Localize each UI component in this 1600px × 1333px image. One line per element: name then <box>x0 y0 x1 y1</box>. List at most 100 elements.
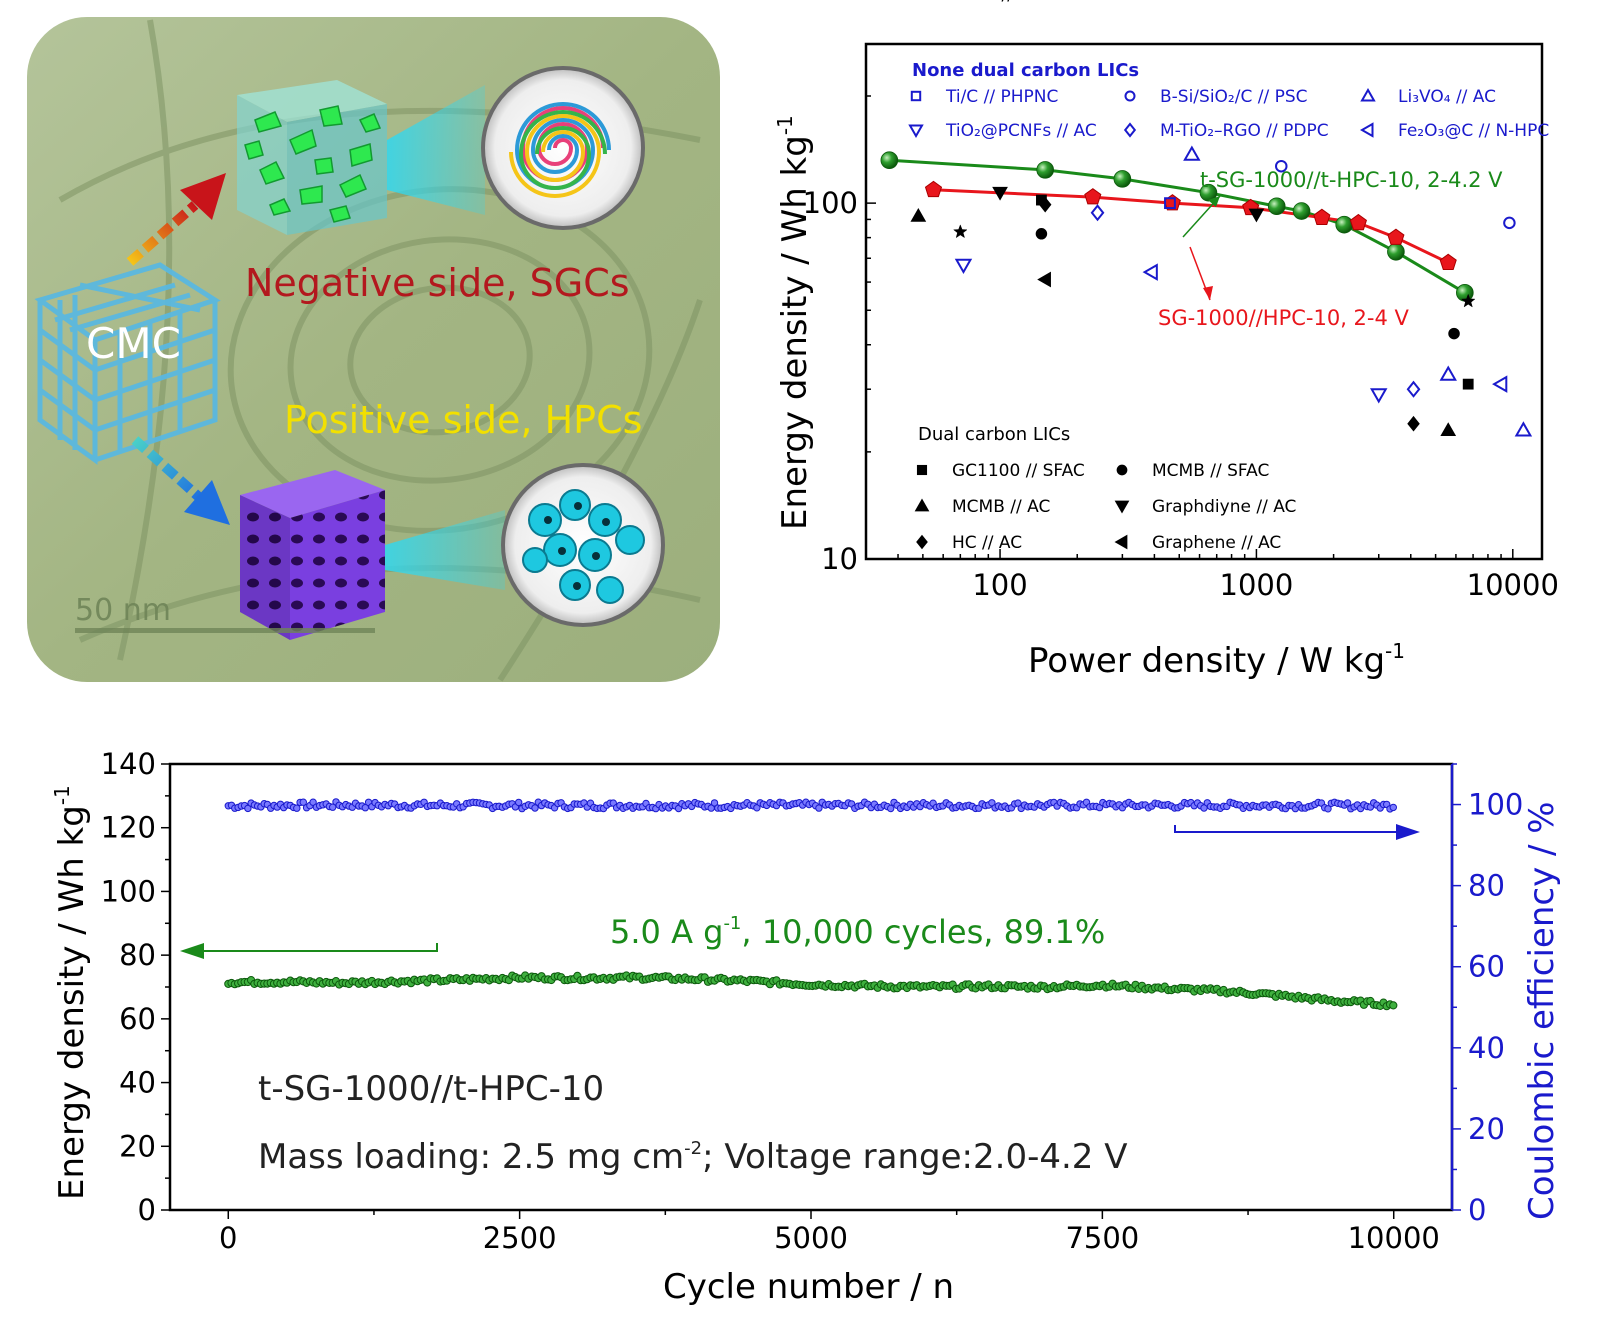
legend-label: B-Si/SiO₂/C // PSC <box>1160 87 1308 107</box>
coulombic-efficiency-point <box>515 798 523 807</box>
legend-label: Ti/C // PHPNC <box>945 87 1058 107</box>
legend-marker <box>910 90 922 102</box>
data-point-hc-ac <box>1038 196 1052 213</box>
negative-side-label: Negative side, SGCs <box>245 261 630 305</box>
ragone-plot-frame <box>864 42 1544 561</box>
data-point-pgcs-ac <box>1460 293 1476 308</box>
data-point-mcmb-sfac <box>1035 228 1048 240</box>
data-point-sg-1000-hpc-10-2-4-v <box>1439 253 1457 270</box>
coulombic-efficiency-point <box>887 804 895 813</box>
cycling-right-y-tick-label: 80 <box>1468 869 1505 903</box>
coulombic-efficiency-point <box>1014 799 1022 807</box>
negative-cube <box>237 80 387 235</box>
legend-marker <box>1360 87 1376 102</box>
coulombic-efficiency-series <box>224 798 1398 813</box>
ragone-markers <box>880 145 1533 437</box>
ragone-x-axis-label: Power density / W kg-1 <box>1028 639 1405 681</box>
cycling-condition-label: 5.0 A g-1, 10,000 cycles, 89.1% <box>610 913 1105 951</box>
cycling-left-y-axis-label: Energy density / Wh kg-1 <box>50 785 92 1200</box>
energy-density-point <box>1389 1001 1398 1010</box>
data-point-m-tio-rgo-pdpc <box>1090 204 1105 222</box>
cycling-left-y-tick-label: 120 <box>101 811 156 845</box>
coulombic-efficiency-point <box>299 798 307 806</box>
data-point-sg-1000-hpc-10-2-4-v <box>924 180 943 198</box>
cycling-right-y-tick-label: 20 <box>1468 1112 1505 1146</box>
data-point-t-sg-1000-t-hpc-10-2-4-2-v <box>1456 283 1474 302</box>
legend-label: Graphene // AC <box>1152 533 1281 553</box>
data-point-t-sg-1000-t-hpc-10-2-4-2-v <box>1113 170 1132 188</box>
legend-marker <box>916 534 928 550</box>
scale-label: 50 nm <box>75 593 171 628</box>
positive-zoom-lens <box>385 463 665 627</box>
cycling-plot: 0 2500 5000 7500 10000 0 20 40 60 80 100 120 140 0 20 4… <box>50 747 1562 1307</box>
data-point-t-sg-1000-t-hpc-10-2-4-2-v <box>1292 202 1311 220</box>
positive-cube <box>240 470 385 640</box>
ragone-y-axis-label: Energy density / Wh kg-1 <box>773 115 815 530</box>
ragone-y-tick-label: 10 <box>821 542 858 576</box>
data-point-t-sg-1000-t-hpc-10-2-4-2-v <box>1199 183 1218 202</box>
legend-label: MCMB // AC <box>952 497 1050 517</box>
data-point-mcmb-ac <box>910 208 927 222</box>
legend-marker <box>1114 534 1128 550</box>
data-point-t-sg-1000-t-hpc-10-2-4-2-v <box>1335 215 1354 234</box>
data-point-mcmb-ac <box>1440 422 1457 437</box>
data-point-tio-pcnfs-ac <box>954 258 973 275</box>
cycling-left-y-tick-label: 140 <box>101 747 156 781</box>
cycling-x-tick-label: 5000 <box>774 1221 848 1255</box>
ragone-x-tick-label: 1000 <box>1220 568 1294 602</box>
legend-title-dual: Dual carbon LICs <box>918 424 1070 445</box>
arrow-to-negative <box>126 173 226 266</box>
data-point-b-si-sio-c-psc <box>1275 159 1288 173</box>
data-point-m-tio-rgo-pdpc <box>1406 380 1421 398</box>
legend-label: Graphdiyne // AC <box>1152 497 1296 517</box>
cycling-left-y-tick-label: 20 <box>119 1129 156 1163</box>
data-point-sg-1000-hpc-10-2-4-v <box>1313 208 1331 225</box>
ragone-y-tick-label: 100 <box>803 186 858 220</box>
coulombic-efficiency-point <box>244 804 252 813</box>
cycling-right-y-tick-label: 40 <box>1468 1031 1505 1065</box>
right-axis-arrow <box>1174 824 1420 840</box>
cycling-left-y-tick-label: 100 <box>101 874 156 908</box>
cycling-left-y-tick-label: 40 <box>119 1066 156 1100</box>
data-point-gc1100-sfac <box>1462 378 1474 390</box>
coulombic-efficiency-point <box>293 804 301 812</box>
scale-bar <box>75 628 375 633</box>
cycling-right-y-tick-label: 100 <box>1468 788 1523 822</box>
legend-label: PGCs // AC <box>952 0 1042 5</box>
data-point-li-vo-ac <box>1514 421 1533 437</box>
cycling-x-tick-label: 0 <box>219 1221 237 1255</box>
cycling-x-tick-label: 10000 <box>1348 1221 1440 1255</box>
positive-side-label: Positive side, HPCs <box>284 398 642 442</box>
legend-marker <box>914 498 930 512</box>
ragone-legend: None dual carbon LICs Dual carbon LICs Ti/… <box>908 0 1549 553</box>
data-point-ti-c-phpnc <box>1164 197 1176 210</box>
ragone-ticks: 100 1000 10000 10 100 <box>803 95 1559 602</box>
data-point-t-sg-1000-t-hpc-10-2-4-2-v <box>1387 242 1405 261</box>
legend-label: TiO₂@PCNFs // AC <box>945 121 1097 141</box>
cmc-label: CMC <box>86 319 181 368</box>
data-point-b-si-sio-c-psc <box>1503 216 1516 230</box>
coulombic-efficiency-point <box>309 798 317 806</box>
ragone-plot: 100 1000 10000 10 100 None dual carbon LICs D… <box>773 0 1559 681</box>
legend-title-none-dual: None dual carbon LICs <box>912 60 1139 81</box>
data-point-sg-1000-hpc-10-2-4-v <box>1349 213 1367 231</box>
cycling-right-y-axis-label: Coulombic efficiency / % <box>1522 801 1562 1220</box>
illustration-panel: 50 nm CMC Negative side, SGCs Positive s… <box>27 17 720 682</box>
data-point-tio-pcnfs-ac <box>1370 388 1388 404</box>
cycling-right-y-tick-label: 60 <box>1468 950 1505 984</box>
legend-marker <box>1124 90 1136 102</box>
data-point-sg-1000-hpc-10-2-4-v <box>1387 228 1405 245</box>
cycling-x-axis-label: Cycle number / n <box>663 1267 954 1307</box>
data-point-li-vo-ac <box>1183 145 1201 161</box>
data-point-mcmb-sfac <box>1448 327 1460 340</box>
arrow-to-positive <box>131 436 230 525</box>
coulombic-efficiency-point <box>1343 799 1352 807</box>
coulombic-efficiency-point <box>531 804 539 812</box>
cycling-x-tick-label: 7500 <box>1065 1221 1139 1255</box>
cycling-right-y-tick-label: 0 <box>1468 1193 1486 1227</box>
coulombic-efficiency-point <box>1324 805 1332 813</box>
ragone-annotation-arrows <box>1182 195 1221 301</box>
legend-marker <box>908 124 924 139</box>
cmc-network <box>34 262 221 465</box>
